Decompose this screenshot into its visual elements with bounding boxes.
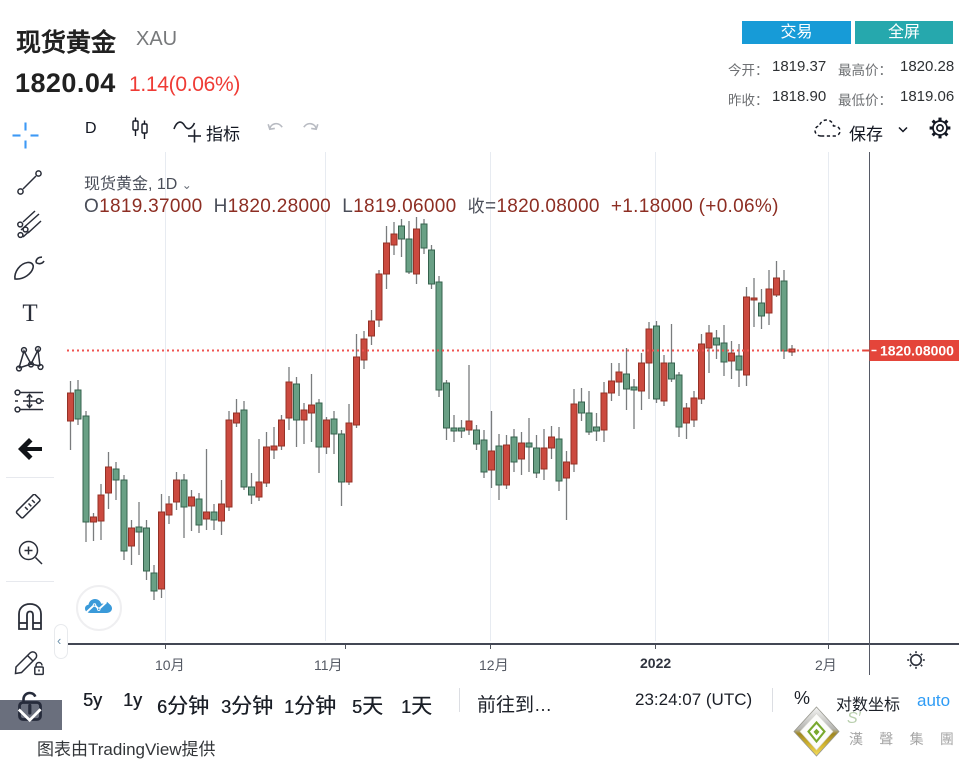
svg-text:1820.08000: 1820.08000	[880, 343, 954, 359]
